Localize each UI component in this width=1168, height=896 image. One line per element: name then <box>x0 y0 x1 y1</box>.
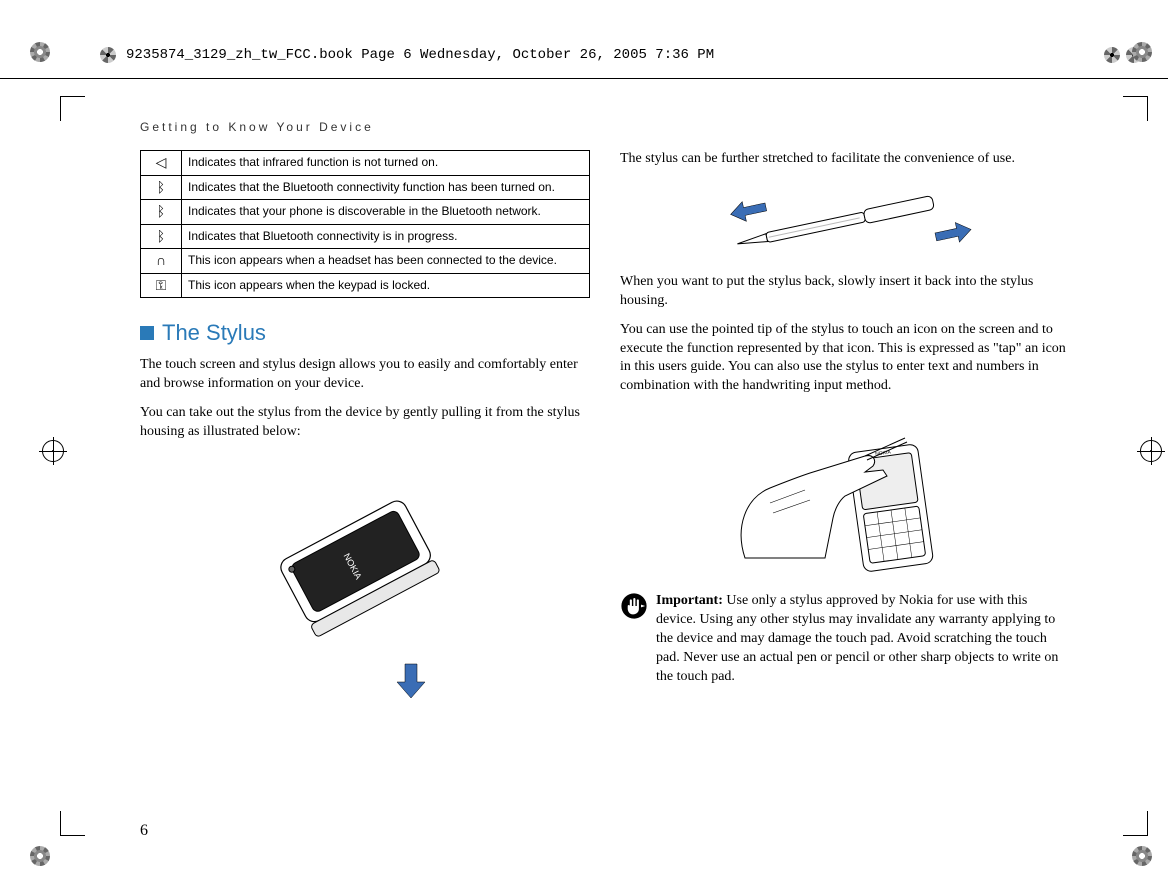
running-head: Getting to Know Your Device <box>140 120 1070 134</box>
registration-icon <box>1104 47 1120 63</box>
registration-gear-icon <box>30 846 50 866</box>
registration-gear-icon <box>1132 42 1152 62</box>
stylus-stretch-illustration <box>620 181 1070 261</box>
icon-desc: This icon appears when the keypad is loc… <box>182 273 590 298</box>
bluetooth-progress-icon: ᛒ <box>141 224 182 249</box>
important-icon <box>620 592 648 620</box>
crop-mark <box>60 811 85 836</box>
crop-mark <box>1123 811 1148 836</box>
table-row: ᛒIndicates that Bluetooth connectivity i… <box>141 224 590 249</box>
stylus-remove-illustration: NOKIA <box>140 454 590 704</box>
table-row: ∩This icon appears when a headset has be… <box>141 249 590 274</box>
stylus-tap-illustration: NOKIA <box>620 408 1070 578</box>
section-heading: The Stylus <box>140 320 590 346</box>
registration-target-icon <box>42 440 64 462</box>
icon-desc: Indicates that Bluetooth connectivity is… <box>182 224 590 249</box>
keypad-locked-icon: ⚿ <box>141 273 182 298</box>
table-row: ᛒIndicates that the Bluetooth connectivi… <box>141 175 590 200</box>
body-paragraph: You can take out the stylus from the dev… <box>140 404 590 442</box>
icon-desc: This icon appears when a headset has bee… <box>182 249 590 274</box>
registration-target-icon <box>1140 440 1162 462</box>
table-row: ⚿This icon appears when the keypad is lo… <box>141 273 590 298</box>
registration-icon <box>100 47 116 63</box>
bluetooth-discoverable-icon: ᛒ <box>141 200 182 225</box>
bluetooth-on-icon: ᛒ <box>141 175 182 200</box>
body-paragraph: You can use the pointed tip of the stylu… <box>620 321 1070 397</box>
header-rule <box>0 78 1168 79</box>
icon-desc: Indicates that the Bluetooth connectivit… <box>182 175 590 200</box>
body-paragraph: When you want to put the stylus back, sl… <box>620 273 1070 311</box>
print-header: 9235874_3129_zh_tw_FCC.book Page 6 Wedne… <box>100 40 1148 70</box>
important-note: Important: Use only a stylus approved by… <box>620 592 1070 686</box>
crop-mark <box>60 96 85 121</box>
body-paragraph: The touch screen and stylus design allow… <box>140 356 590 394</box>
icon-description-table: ◁Indicates that infrared function is not… <box>140 150 590 298</box>
table-row: ◁Indicates that infrared function is not… <box>141 151 590 176</box>
section-bullet-icon <box>140 326 154 340</box>
icon-desc: Indicates that your phone is discoverabl… <box>182 200 590 225</box>
table-row: ᛒIndicates that your phone is discoverab… <box>141 200 590 225</box>
registration-gear-icon <box>30 42 50 62</box>
headset-icon: ∩ <box>141 249 182 274</box>
page-number: 6 <box>140 822 148 840</box>
important-text: Important: Use only a stylus approved by… <box>656 592 1070 686</box>
crop-mark <box>1123 96 1148 121</box>
infrared-off-icon: ◁ <box>141 151 182 176</box>
icon-desc: Indicates that infrared function is not … <box>182 151 590 176</box>
important-label: Important: <box>656 593 723 608</box>
section-title: The Stylus <box>162 320 266 346</box>
print-header-text: 9235874_3129_zh_tw_FCC.book Page 6 Wedne… <box>126 47 1104 63</box>
left-column: ◁Indicates that infrared function is not… <box>140 150 590 716</box>
registration-gear-icon <box>1132 846 1152 866</box>
page-content: Getting to Know Your Device ◁Indicates t… <box>140 120 1070 840</box>
right-column: The stylus can be further stretched to f… <box>620 150 1070 716</box>
body-paragraph: The stylus can be further stretched to f… <box>620 150 1070 169</box>
